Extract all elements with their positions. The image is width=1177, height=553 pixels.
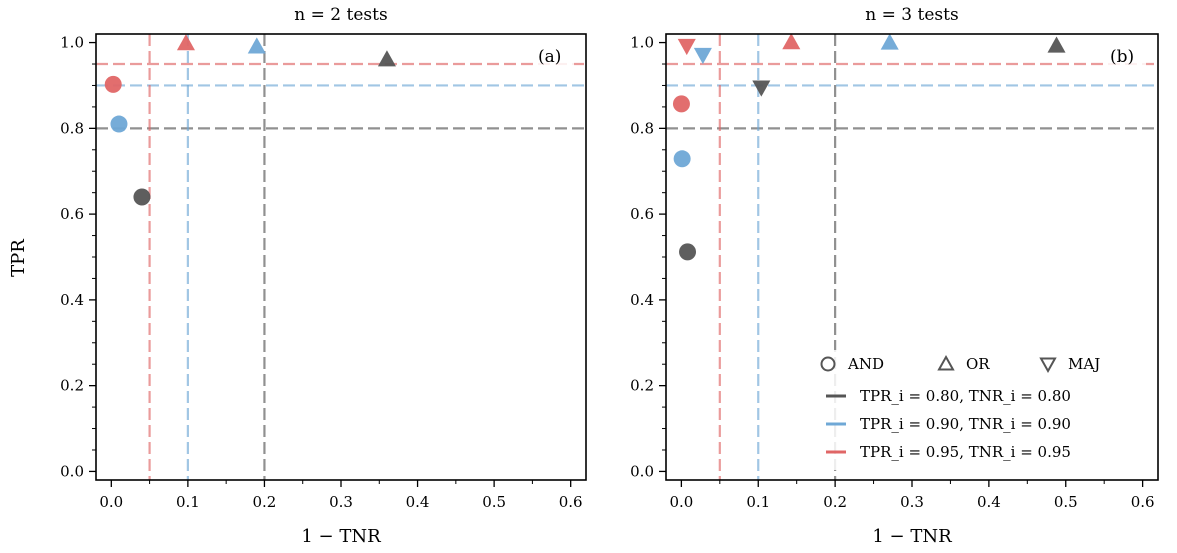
legend-marker-label: MAJ [1068, 355, 1100, 373]
x-tick-label: 0.2 [253, 493, 277, 511]
y-tick-label: 0.8 [60, 119, 84, 137]
plot-area [96, 34, 586, 480]
plot-area [666, 34, 1158, 480]
y-tick-label: 0.2 [60, 377, 84, 395]
y-tick-label: 1.0 [630, 34, 654, 52]
point-and-0.80 [679, 243, 697, 261]
point-or-0.80 [1047, 36, 1066, 53]
x-tick-label: 0.5 [1054, 493, 1078, 511]
point-maj-0.80 [752, 80, 771, 97]
x-axis-label: 1 − TNR [872, 526, 952, 547]
point-and-0.80 [133, 188, 151, 206]
x-tick-label: 0.1 [746, 493, 770, 511]
x-tick-label: 0.5 [482, 493, 506, 511]
x-axis-label: 1 − TNR [301, 526, 381, 547]
x-tick-label: 0.6 [559, 493, 583, 511]
y-tick-label: 0.0 [630, 462, 654, 480]
legend-line-label: TPR_i = 0.90, TNR_i = 0.90 [860, 415, 1071, 433]
panel-b: 0.0 0.1 0.2 0.3 0.4 0.5 0.6 0.0 0.2 0.4 0.6 0.8 1.0 n… [630, 5, 1159, 547]
point-and-0.95 [672, 95, 690, 113]
y-tick-label: 0.6 [630, 205, 654, 223]
point-maj-0.90 [693, 47, 712, 65]
panel-title: n = 2 tests [294, 5, 387, 25]
point-maj-0.95 [677, 38, 696, 56]
x-tick-label: 0.0 [99, 493, 123, 511]
legend-marker-triangle-up-icon [937, 354, 955, 371]
y-tick-label: 0.4 [60, 291, 84, 309]
panel-a: 0.0 0.1 0.2 0.3 0.4 0.5 0.6 0.0 0.2 0.4 0.6 0.8 1.0 n… [60, 5, 587, 547]
y-tick-label: 0.0 [60, 462, 84, 480]
panel-tag: (b) [1110, 47, 1134, 67]
y-tick-label: 0.8 [630, 119, 654, 137]
x-tick-label: 0.1 [176, 493, 200, 511]
x-tick-label: 0.3 [329, 493, 353, 511]
point-or-0.90 [880, 34, 899, 50]
x-tick-label: 0.4 [406, 493, 430, 511]
y-tick-label: 0.4 [630, 291, 654, 309]
point-or-0.80 [377, 50, 396, 67]
x-tick-label: 0.3 [900, 493, 924, 511]
panel-title: n = 3 tests [865, 5, 958, 25]
point-or-0.95 [782, 34, 801, 50]
panel-tag-bg [534, 45, 574, 67]
legend-marker-label: OR [966, 355, 990, 373]
x-tick-label: 0.0 [669, 493, 693, 511]
point-and-0.95 [104, 75, 122, 93]
point-or-0.95 [176, 34, 195, 51]
y-tick-label: 0.6 [60, 205, 84, 223]
y-tick-label: 1.0 [60, 34, 84, 52]
point-and-0.90 [110, 115, 128, 133]
legend-line-label: TPR_i = 0.95, TNR_i = 0.95 [860, 443, 1071, 461]
x-tick-label: 0.6 [1131, 493, 1155, 511]
legend: AND OR MAJ TPR_i = 0.80, TNR_i = 0.80 TPR_i … [816, 350, 1152, 470]
x-tick-label: 0.4 [977, 493, 1001, 511]
y-axis-label: TPR [8, 239, 29, 277]
panel-tag-bg [1106, 45, 1146, 67]
x-tick-label: 0.2 [823, 493, 847, 511]
y-tick-label: 0.2 [630, 377, 654, 395]
panel-tag: (a) [538, 47, 561, 67]
legend-marker-circle-icon [820, 356, 836, 372]
legend-marker-triangle-down-icon [1039, 357, 1057, 374]
legend-background [816, 350, 1152, 470]
point-or-0.90 [247, 37, 266, 54]
axes-frame [95, 33, 587, 481]
legend-line-label: TPR_i = 0.80, TNR_i = 0.80 [860, 387, 1071, 405]
legend-marker-label: AND [847, 355, 884, 373]
point-and-0.90 [673, 150, 691, 168]
